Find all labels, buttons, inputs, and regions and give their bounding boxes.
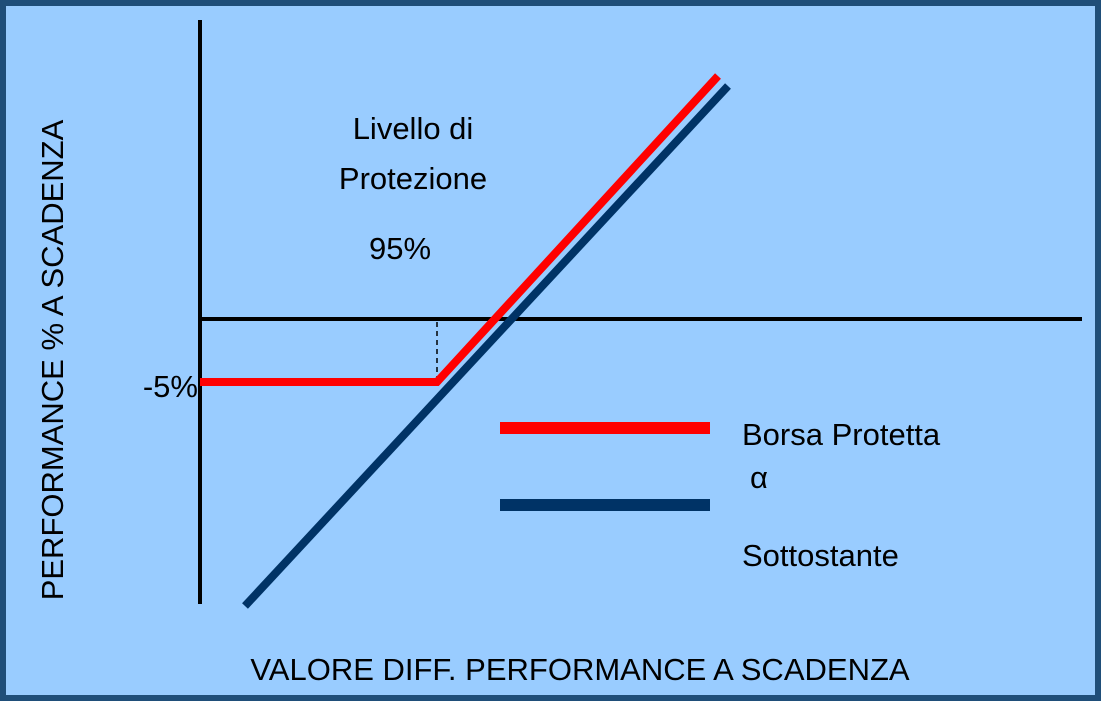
x-axis-label: VALORE DIFF. PERFORMANCE A SCADENZA — [250, 652, 909, 687]
protected-line — [200, 73, 721, 386]
underlying-line — [242, 83, 731, 609]
annotation-text: Livello di — [353, 111, 474, 146]
legend-label: α — [750, 460, 768, 495]
legend-label: Borsa Protetta — [742, 417, 941, 452]
floor-label: -5% — [143, 369, 198, 404]
y-axis-label: PERFORMANCE % A SCADENZA — [35, 119, 70, 600]
legend-label: Sottostante — [742, 538, 899, 573]
annotation-text: 95% — [369, 231, 431, 266]
annotation-text: Protezione — [339, 161, 487, 196]
